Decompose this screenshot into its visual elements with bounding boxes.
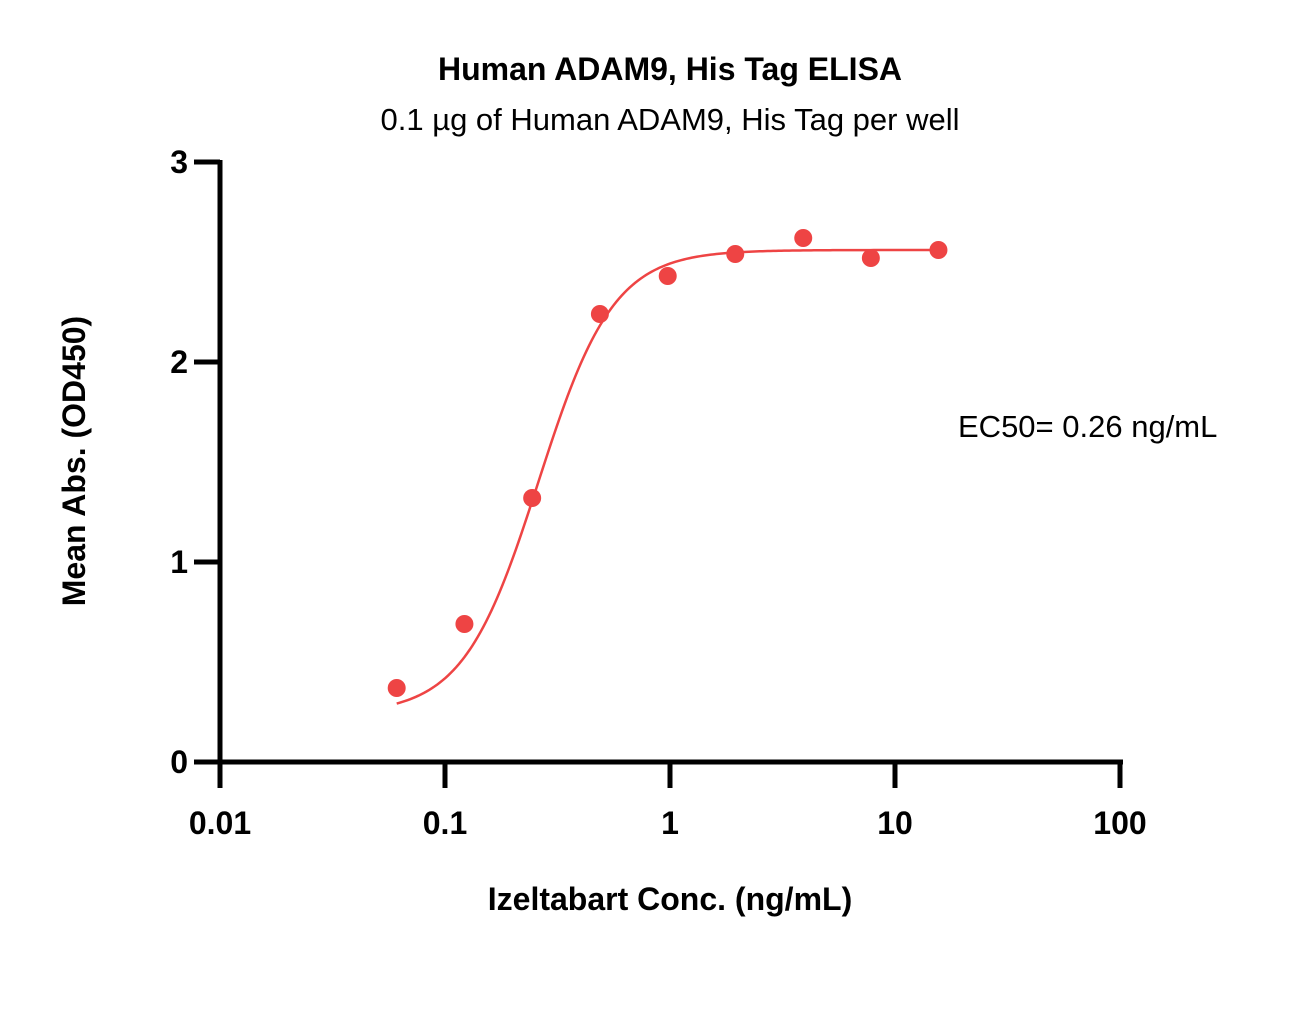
y-tick-label-2: 2: [170, 344, 188, 380]
data-point-4: [590, 305, 609, 323]
data-point-7: [794, 229, 813, 247]
x-tick-label-10: 10: [877, 805, 913, 841]
data-point-9: [929, 241, 948, 259]
data-points: [387, 229, 948, 697]
y-tick-label-1: 1: [170, 544, 188, 580]
fit-curve: [396, 248, 939, 705]
chart-title: Human ADAM9, His Tag ELISA: [438, 51, 902, 87]
data-point-6: [726, 245, 745, 263]
chart-subtitle: 0.1 µg of Human ADAM9, His Tag per well: [381, 102, 960, 137]
x-tick-label-100: 100: [1093, 805, 1146, 841]
y-tick-label-3: 3: [170, 144, 188, 180]
x-tick-label-1: 1: [661, 805, 679, 841]
x-tick-label-0.01: 0.01: [189, 805, 251, 841]
x-axis-label: Izeltabart Conc. (ng/mL): [488, 881, 852, 917]
x-ticks: 0.01 0.1 1 10 100: [189, 762, 1147, 841]
data-point-3: [523, 489, 542, 507]
y-ticks: 0 1 2 3: [170, 144, 220, 780]
y-axis-label: Mean Abs. (OD450): [56, 316, 92, 606]
y-tick-label-0: 0: [170, 744, 188, 780]
ec50-annotation: EC50= 0.26 ng/mL: [958, 409, 1217, 444]
data-point-8: [861, 249, 880, 267]
x-tick-label-0.1: 0.1: [423, 805, 467, 841]
data-point-2: [455, 615, 474, 633]
data-point-1: [387, 679, 406, 697]
data-point-5: [658, 267, 677, 285]
